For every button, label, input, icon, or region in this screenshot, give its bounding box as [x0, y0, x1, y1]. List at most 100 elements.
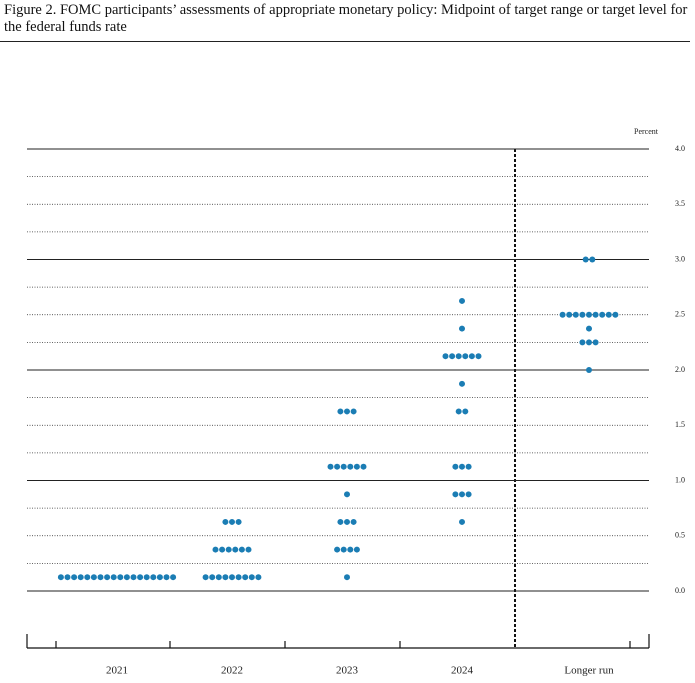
dot	[84, 574, 91, 581]
dot	[459, 380, 465, 387]
dot	[347, 463, 354, 470]
dot	[452, 491, 459, 498]
dot	[459, 491, 465, 498]
dot	[612, 311, 619, 318]
dot	[327, 463, 334, 470]
y-tick-label: 0.5	[675, 531, 685, 540]
dot	[579, 311, 586, 318]
dot	[255, 574, 262, 581]
dot	[143, 574, 150, 581]
dot	[449, 353, 456, 360]
dot	[202, 574, 209, 581]
dot	[468, 353, 475, 360]
dot	[566, 311, 573, 318]
dot	[163, 574, 170, 581]
dot	[248, 574, 255, 581]
dot	[344, 408, 350, 415]
dot	[57, 574, 64, 581]
dot	[586, 367, 592, 373]
chart-title: Figure 2. FOMC participants’ assessments…	[4, 2, 688, 35]
dot	[150, 574, 157, 581]
dot	[459, 518, 465, 525]
dot	[465, 463, 472, 470]
dot	[242, 574, 249, 581]
dot	[215, 574, 222, 581]
dot	[235, 518, 242, 525]
dot	[170, 574, 177, 581]
dot	[156, 574, 163, 581]
y-tick-label: 4.0	[675, 144, 685, 153]
dot	[465, 491, 472, 498]
dot	[97, 574, 104, 581]
y-tick-label: 2.5	[675, 310, 685, 319]
title-rule	[0, 41, 690, 42]
dot	[212, 546, 219, 553]
dot	[582, 256, 589, 263]
x-tick-label: 2024	[451, 665, 474, 677]
dot	[360, 463, 367, 470]
dot	[459, 463, 465, 470]
dot	[235, 574, 242, 581]
dot	[232, 546, 239, 553]
dot	[245, 546, 252, 553]
dot	[572, 311, 579, 318]
dot	[238, 546, 245, 553]
dot	[337, 518, 344, 525]
dot	[455, 353, 462, 360]
dot	[350, 408, 357, 415]
dot	[559, 311, 566, 318]
dot	[459, 325, 465, 332]
dot	[605, 311, 612, 318]
dot	[222, 574, 229, 581]
dot	[123, 574, 130, 581]
dot	[104, 574, 111, 581]
dot	[350, 518, 357, 525]
dot	[137, 574, 144, 581]
dot	[344, 491, 350, 498]
dot	[347, 546, 354, 553]
dot	[592, 339, 599, 346]
dot	[71, 574, 78, 581]
x-tick-label: 2023	[336, 665, 359, 677]
dot	[90, 574, 97, 581]
dot	[579, 339, 586, 346]
dot	[442, 353, 449, 360]
dot	[130, 574, 137, 581]
dot	[475, 353, 482, 360]
dot	[334, 463, 341, 470]
dot	[599, 311, 606, 318]
dot	[222, 518, 229, 525]
dot	[455, 408, 462, 415]
dot	[586, 325, 592, 332]
dot	[462, 353, 469, 360]
dot	[353, 546, 360, 553]
dot	[340, 546, 347, 553]
dot	[77, 574, 84, 581]
dot	[462, 408, 469, 415]
y-tick-label: 0.0	[675, 586, 685, 595]
dot	[344, 518, 350, 525]
dot	[225, 546, 232, 553]
dot	[586, 339, 592, 346]
dot	[586, 311, 592, 318]
dot	[592, 311, 599, 318]
x-tick-label: 2022	[221, 665, 243, 677]
dot	[334, 546, 341, 553]
y-tick-label: 3.0	[675, 254, 685, 263]
dot	[64, 574, 71, 581]
y-axis-label: Percent	[634, 127, 659, 136]
dot	[452, 463, 459, 470]
dot	[209, 574, 216, 581]
dot	[459, 297, 465, 304]
dot	[229, 518, 235, 525]
y-tick-label: 3.5	[675, 199, 685, 208]
dot	[589, 256, 596, 263]
dot	[229, 574, 235, 581]
y-tick-label: 1.0	[675, 475, 685, 484]
dot	[110, 574, 117, 581]
dot	[344, 574, 350, 581]
y-tick-label: 2.0	[675, 365, 685, 374]
dot	[117, 574, 124, 581]
